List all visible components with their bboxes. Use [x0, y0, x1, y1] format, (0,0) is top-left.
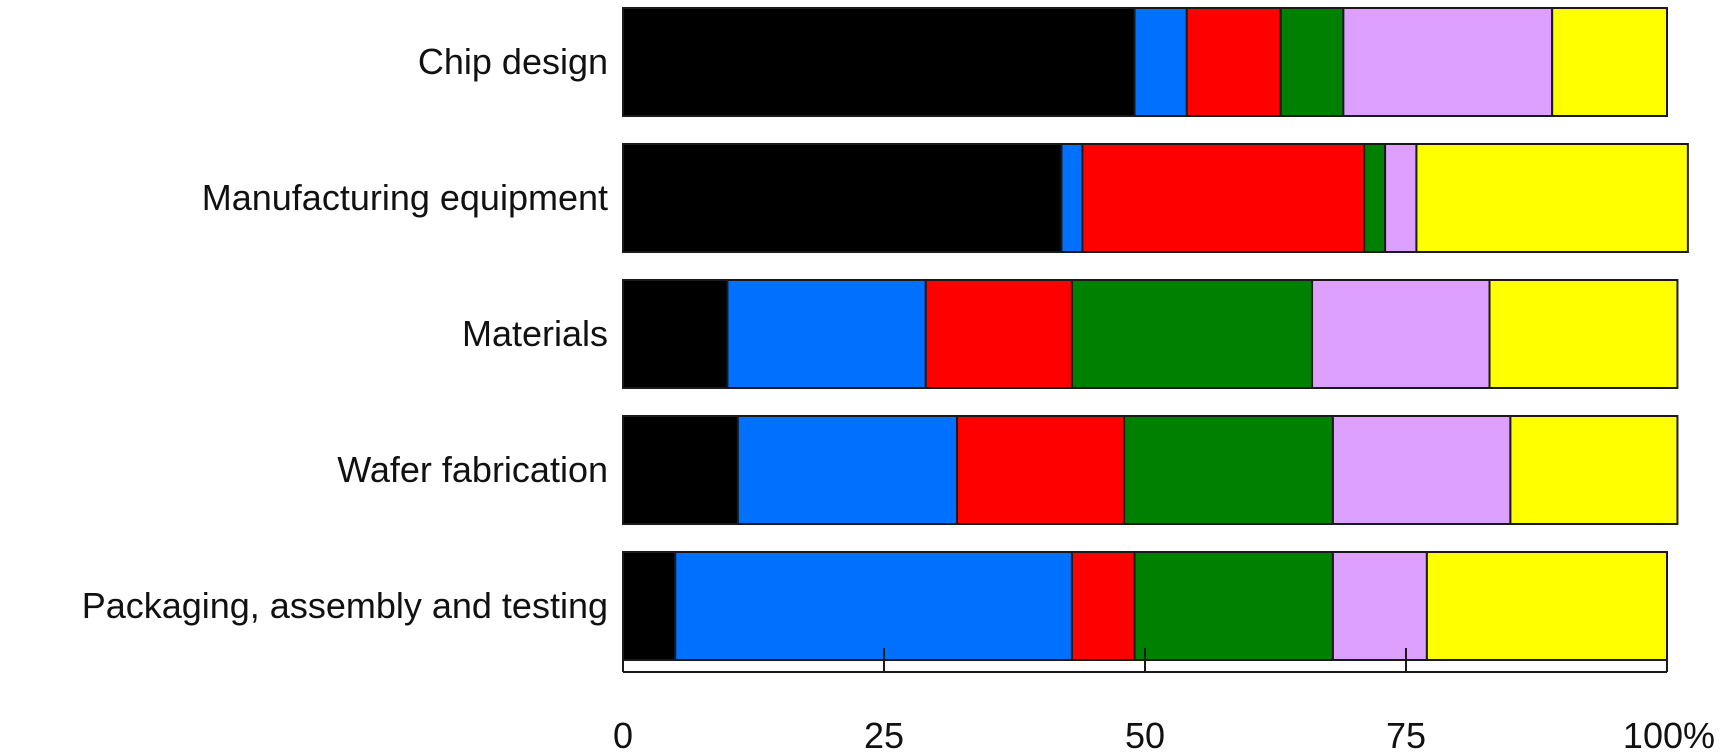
- bar-segment-1-3: [1363, 143, 1387, 253]
- category-label: Manufacturing equipment: [202, 177, 608, 218]
- bar-segment-2-5: [1488, 279, 1679, 389]
- category-labels-group: Chip design Manufacturing equipment Materi…: [82, 41, 608, 626]
- category-label: Packaging, assembly and testing: [82, 585, 608, 626]
- bar-segment-1-2: [1081, 143, 1366, 253]
- bar-segment-2-1: [726, 279, 927, 389]
- bar-segment-3-0: [622, 415, 739, 525]
- bar-segment-0-0: [622, 7, 1136, 117]
- x-tick-label: 0: [613, 715, 633, 754]
- bar-segment-1-4: [1384, 143, 1418, 253]
- bar-segment-0-5: [1551, 7, 1669, 117]
- x-tick-label: 75: [1386, 715, 1426, 754]
- bar-segment-0-1: [1133, 7, 1188, 117]
- category-label: Chip design: [418, 41, 608, 82]
- bar-segment-3-3: [1123, 415, 1334, 525]
- bars-group: [622, 7, 1689, 661]
- bar-segment-1-5: [1415, 143, 1689, 253]
- bar-segment-3-4: [1331, 415, 1512, 525]
- bar-segment-4-4: [1331, 551, 1428, 661]
- bar-segment-3-1: [736, 415, 959, 525]
- bar-segment-2-0: [622, 279, 729, 389]
- bar-segment-3-5: [1509, 415, 1679, 525]
- bar-segment-4-2: [1070, 551, 1136, 661]
- category-label: Materials: [462, 313, 608, 354]
- bar-segment-4-5: [1425, 551, 1668, 661]
- bar-segment-4-1: [674, 551, 1073, 661]
- bar-segment-4-3: [1133, 551, 1334, 661]
- bar-segment-0-2: [1185, 7, 1282, 117]
- bar-segment-0-4: [1342, 7, 1554, 117]
- bar-segment-2-2: [924, 279, 1073, 389]
- bar-segment-1-1: [1060, 143, 1084, 253]
- bar-segment-4-0: [622, 551, 677, 661]
- bar-segment-2-4: [1311, 279, 1491, 389]
- x-tick-label: 50: [1125, 715, 1165, 754]
- bar-segment-0-3: [1279, 7, 1345, 117]
- x-axis: 0 25 50 75 100%: [613, 648, 1715, 754]
- bar-segment-2-3: [1070, 279, 1314, 389]
- bar-segment-3-2: [956, 415, 1126, 525]
- x-tick-label: 25: [864, 715, 904, 754]
- x-tick-label: 100%: [1623, 715, 1715, 754]
- category-label: Wafer fabrication: [337, 449, 608, 490]
- bar-segment-1-0: [622, 143, 1063, 253]
